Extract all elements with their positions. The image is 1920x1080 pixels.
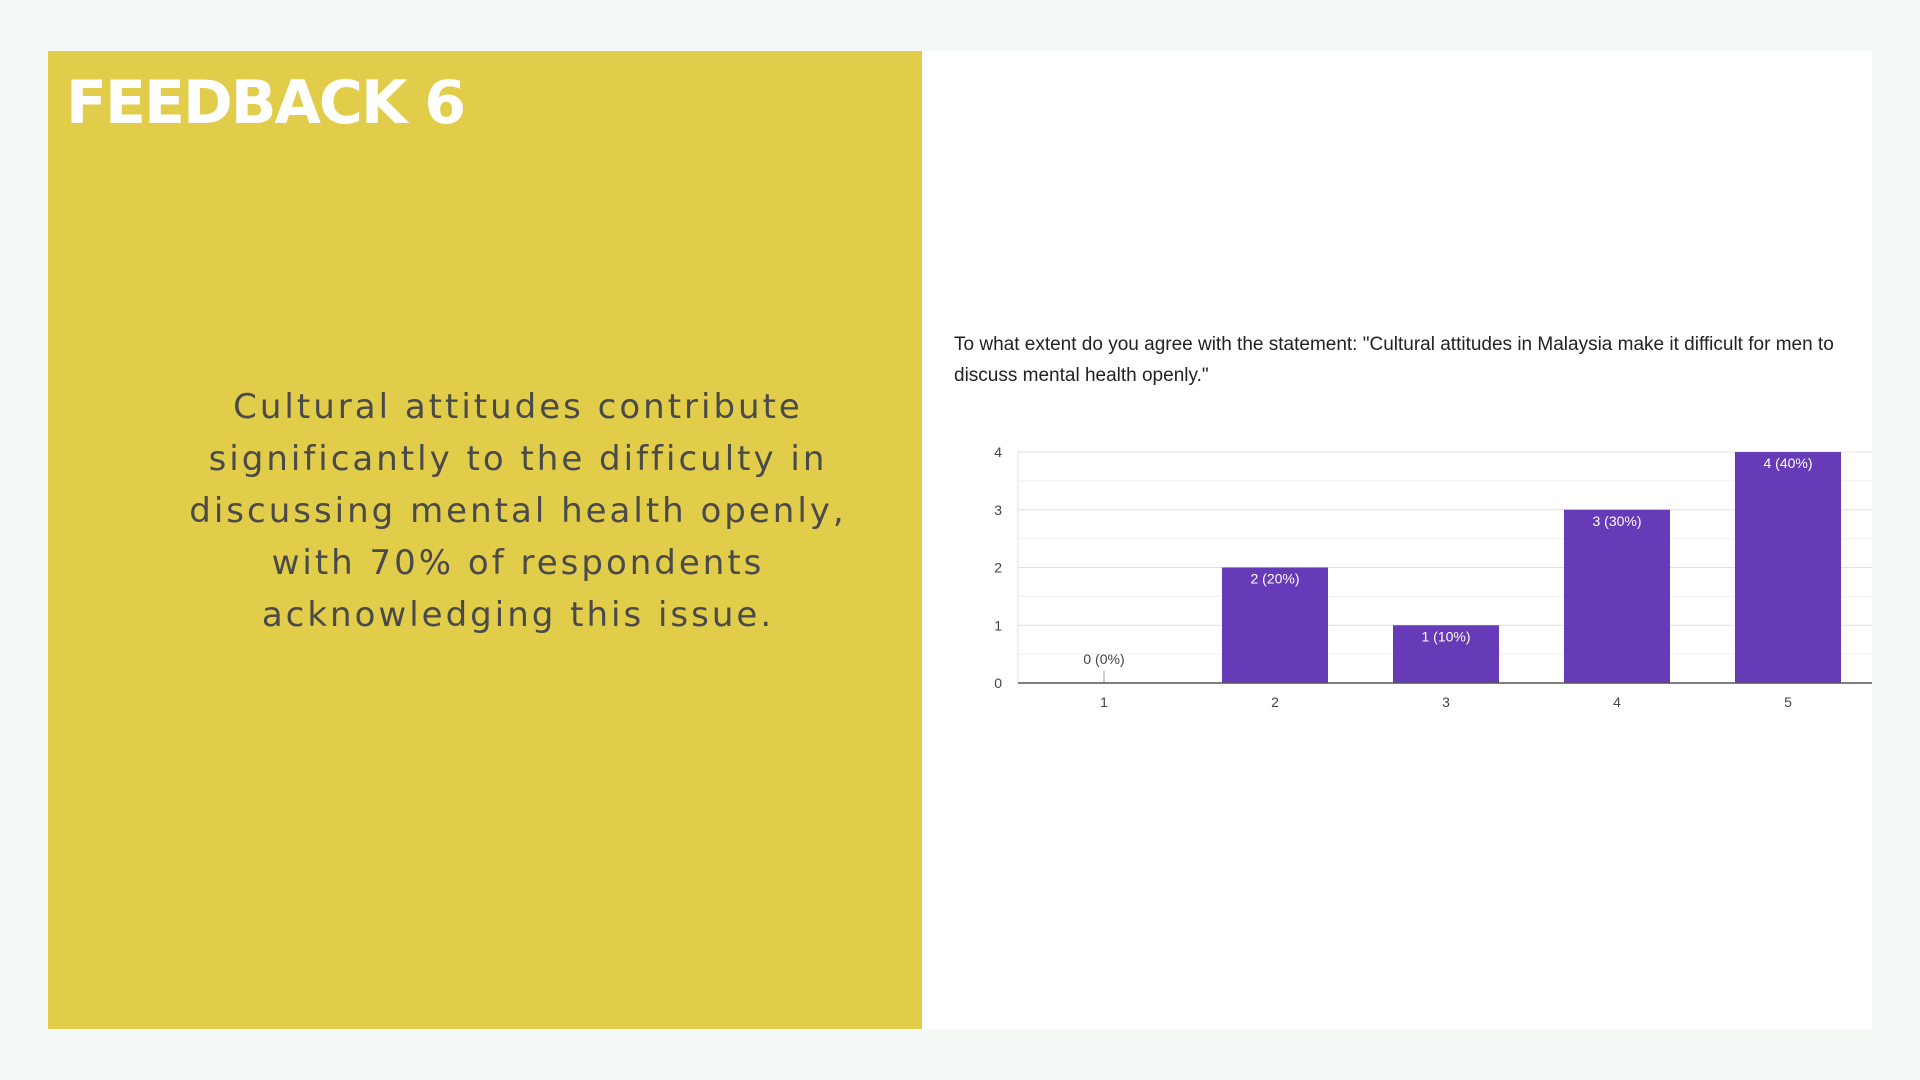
bar-chart: 0 (0%) 2 (20%) 1 (10%) 3 (30%) 4 (40%) 0 1 2 3 4… <box>994 444 1872 710</box>
slide-title: FEEDBACK 6 <box>66 68 466 138</box>
data-label: 4 (40%) <box>1763 455 1812 471</box>
y-tick-label: 4 <box>994 444 1002 460</box>
bar <box>1393 625 1499 683</box>
chart-panel: To what extent do you agree with the sta… <box>922 51 1872 1029</box>
bar <box>1564 509 1670 683</box>
data-label: 1 (10%) <box>1421 628 1470 644</box>
y-tick-label: 1 <box>994 617 1002 633</box>
data-label: 3 (30%) <box>1592 513 1641 529</box>
axes: 0 1 2 3 4 1 2 3 4 5 <box>994 444 1872 710</box>
bar <box>1735 452 1841 683</box>
x-tick-label: 3 <box>1442 694 1450 710</box>
data-label: 0 (0%) <box>1083 651 1124 667</box>
data-label: 2 (20%) <box>1250 571 1299 587</box>
gridlines <box>1018 451 1872 655</box>
feedback-panel: FEEDBACK 6 Cultural attitudes contribute… <box>48 51 922 1029</box>
bar <box>1222 567 1328 683</box>
summary-text: Cultural attitudes contribute significan… <box>189 387 847 635</box>
y-tick-label: 0 <box>994 675 1002 691</box>
y-tick-label: 2 <box>994 560 1002 576</box>
chart-title: To what extent do you agree with the sta… <box>954 334 1834 386</box>
x-tick-label: 4 <box>1613 694 1621 710</box>
x-tick-label: 2 <box>1271 694 1279 710</box>
x-tick-label: 1 <box>1100 694 1108 710</box>
bars: 0 (0%) 2 (20%) 1 (10%) 3 (30%) 4 (40%) <box>1083 452 1841 683</box>
x-tick-label: 5 <box>1784 694 1792 710</box>
y-tick-label: 3 <box>994 502 1002 518</box>
